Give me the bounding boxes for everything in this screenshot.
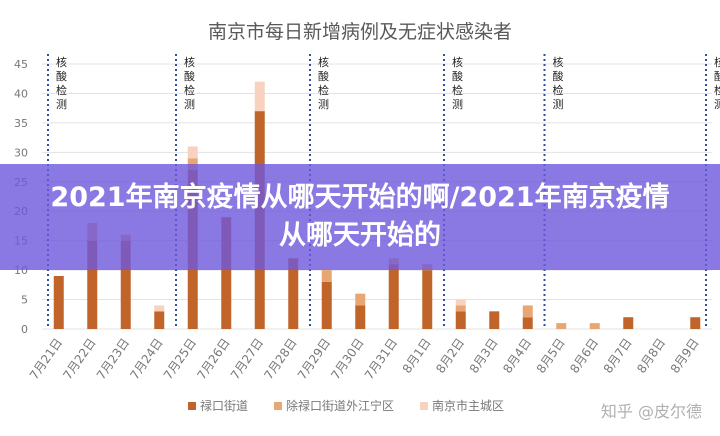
bar-segment xyxy=(355,293,366,306)
test-marker-label: 测 xyxy=(56,98,67,111)
bar-segment xyxy=(254,81,265,112)
legend-swatch xyxy=(188,402,196,410)
x-tick-label: 7月31日 xyxy=(362,336,400,382)
bar-segment xyxy=(522,317,533,329)
bar-segment xyxy=(154,305,165,312)
test-marker-label: 酸 xyxy=(318,69,329,83)
bar-segment xyxy=(321,281,332,329)
bar-segment xyxy=(221,217,232,329)
bar-segment xyxy=(53,276,64,329)
test-marker-label: 检 xyxy=(714,83,720,97)
y-tick-label: 45 xyxy=(14,58,28,71)
x-tick-label: 7月23日 xyxy=(94,336,132,382)
x-tick-label: 8月7日 xyxy=(601,336,635,376)
x-tick-label: 8月9日 xyxy=(668,336,702,376)
test-marker-label: 检 xyxy=(318,83,329,97)
title-banner: 2021年南京疫情从哪天开始的啊/2021年南京疫情从哪天开始的 xyxy=(0,164,720,270)
bar-segment xyxy=(623,317,634,329)
bar-segment xyxy=(288,258,299,329)
test-marker-label: 检 xyxy=(184,83,195,97)
x-tick-label: 7月24日 xyxy=(127,336,165,382)
x-tick-label: 7月22日 xyxy=(60,336,98,382)
test-marker-label: 测 xyxy=(714,98,720,111)
x-tick-label: 8月4日 xyxy=(500,336,534,376)
bar-segment xyxy=(422,270,433,329)
y-tick-label: 0 xyxy=(21,323,28,336)
x-tick-label: 7月25日 xyxy=(161,336,199,382)
legend-label: 禄口街道 xyxy=(200,398,248,413)
test-marker-label: 酸 xyxy=(553,69,564,83)
test-marker-label: 检 xyxy=(56,83,67,97)
x-tick-label: 7月27日 xyxy=(228,336,266,382)
legend-swatch xyxy=(420,402,428,410)
test-marker-label: 测 xyxy=(318,98,329,111)
y-tick-label: 5 xyxy=(21,294,28,307)
x-tick-label: 8月8日 xyxy=(634,336,668,376)
test-marker-label: 测 xyxy=(553,98,564,111)
watermark: 知乎 @皮尔德 xyxy=(600,402,702,421)
x-tick-label: 7月28日 xyxy=(261,336,299,382)
bar-segment xyxy=(455,305,466,312)
test-marker-label: 测 xyxy=(452,98,463,111)
test-marker-label: 酸 xyxy=(452,69,463,83)
x-tick-label: 7月30日 xyxy=(328,336,366,382)
bar-segment xyxy=(690,317,701,329)
bar-segment xyxy=(489,311,500,329)
test-marker-label: 酸 xyxy=(56,69,67,83)
test-marker-label: 核 xyxy=(184,55,195,69)
test-marker-label: 检 xyxy=(553,83,564,97)
x-tick-label: 8月3日 xyxy=(467,336,501,376)
bar-segment xyxy=(556,323,567,329)
bar-segment xyxy=(355,305,366,329)
test-marker-label: 酸 xyxy=(184,69,195,83)
x-tick-label: 8月5日 xyxy=(534,336,568,376)
bar-segment xyxy=(154,311,165,329)
test-marker-label: 检 xyxy=(452,83,463,97)
bar-segment xyxy=(455,311,466,329)
bar-segment xyxy=(120,240,131,329)
x-tick-label: 7月21日 xyxy=(27,336,65,382)
x-tick-label: 8月2日 xyxy=(433,336,467,376)
bar-segment xyxy=(388,264,399,329)
y-tick-label: 30 xyxy=(14,146,28,159)
test-marker-label: 核 xyxy=(452,55,463,69)
bar-segment xyxy=(187,146,198,159)
test-marker-label: 核 xyxy=(553,55,564,69)
bar-segment xyxy=(87,240,98,329)
test-marker-label: 核 xyxy=(56,55,67,69)
y-tick-label: 35 xyxy=(14,117,28,130)
bar-segment xyxy=(321,270,332,282)
banner-title: 2021年南京疫情从哪天开始的啊/2021年南京疫情从哪天开始的 xyxy=(50,182,670,251)
legend-label: 南京市主城区 xyxy=(432,398,504,413)
legend-swatch xyxy=(274,402,282,410)
legend-label: 除禄口街道外江宁区 xyxy=(286,398,394,413)
test-marker-label: 酸 xyxy=(714,69,720,83)
bar-segment xyxy=(522,305,533,318)
chart-title: 南京市每日新增病例及无症状感染者 xyxy=(208,21,512,43)
x-tick-label: 7月26日 xyxy=(194,336,232,382)
x-tick-label: 8月1日 xyxy=(400,336,434,376)
test-marker-label: 测 xyxy=(184,98,195,111)
x-tick-label: 8月6日 xyxy=(567,336,601,376)
test-marker-label: 核 xyxy=(714,55,720,69)
test-marker-label: 核 xyxy=(318,55,329,69)
x-tick-label: 7月29日 xyxy=(295,336,333,382)
bar-segment xyxy=(589,323,600,329)
bar-segment xyxy=(455,299,466,306)
y-tick-label: 40 xyxy=(14,87,28,100)
